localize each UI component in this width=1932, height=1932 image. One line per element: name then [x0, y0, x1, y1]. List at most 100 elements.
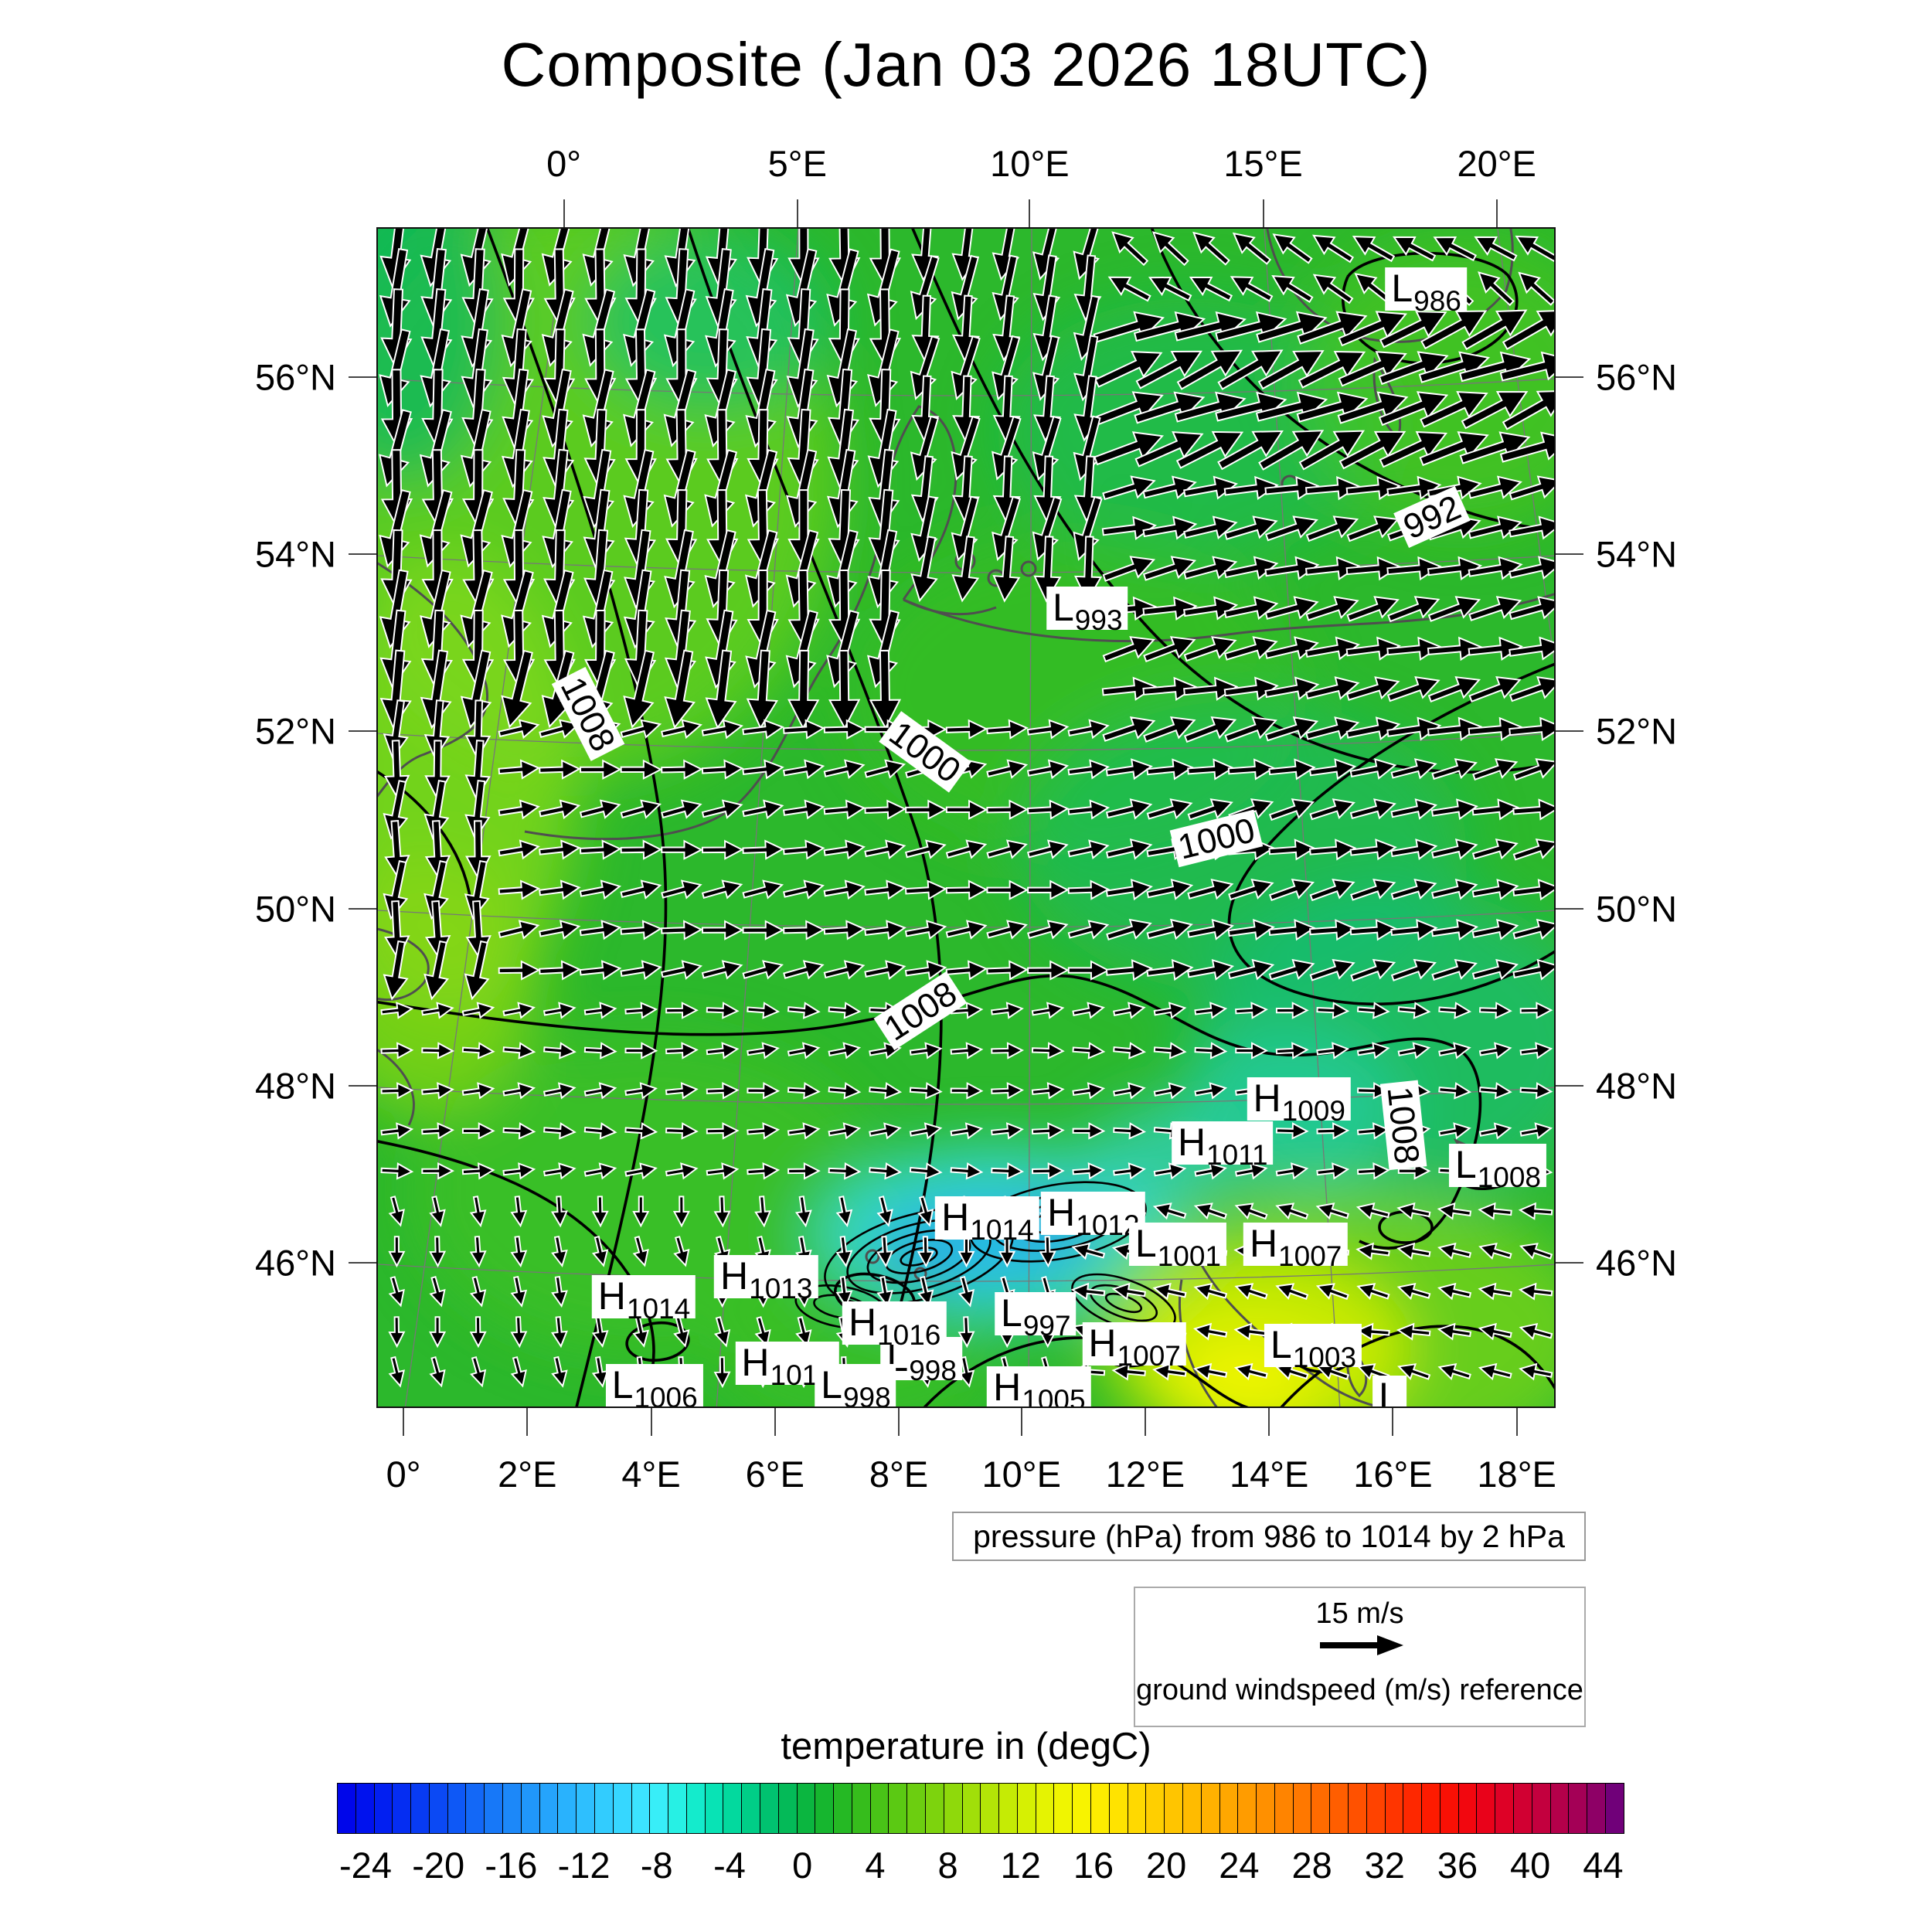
axis-tick-bottom [650, 1408, 652, 1436]
wind-arrow [1234, 1202, 1268, 1220]
axis-label-top: 20°E [1457, 143, 1536, 184]
wind-arrow [917, 1236, 934, 1268]
colorbar-segment [1385, 1784, 1404, 1833]
colorbar-tick-label: -16 [485, 1845, 538, 1886]
wind-arrow [673, 1236, 690, 1267]
wind-arrow [747, 1082, 781, 1100]
wind-arrow [1512, 758, 1554, 781]
wind-arrow [470, 1355, 487, 1388]
colorbar-segment [1257, 1784, 1275, 1833]
wind-arrow [1378, 391, 1449, 427]
wind-arrow [1349, 758, 1397, 780]
colorbar-tick-label: 44 [1583, 1845, 1624, 1886]
wind-arrow [1397, 1162, 1431, 1180]
wind-arrow [992, 536, 1021, 603]
wind-arrow [579, 799, 621, 819]
wind-arrow [383, 699, 409, 760]
colorbar-segment [447, 1784, 467, 1833]
wind-arrow [787, 1162, 821, 1180]
wind-arrow [632, 1236, 649, 1267]
wind-arrow [701, 960, 743, 980]
wind-arrow [1509, 556, 1554, 580]
pressure-center-type: H [993, 1365, 1022, 1408]
wind-arrow [469, 1236, 487, 1268]
wind-arrow [1067, 839, 1110, 859]
wind-arrow [510, 1275, 528, 1308]
isobar-value-label: 992 [1393, 486, 1471, 549]
wind-arrow [1479, 1002, 1512, 1019]
pressure-center-type: L [821, 1362, 842, 1406]
map-label-overlay: 1008 1000 992 1000 1008 1008 L986 L993 H1011 H100… [378, 229, 1554, 1406]
wind-arrow [1427, 596, 1481, 622]
wind-arrow [1518, 1282, 1553, 1301]
wind-arrow [579, 960, 622, 981]
wind-arrow [388, 1276, 405, 1308]
pressure-center-value: 1003 [1292, 1341, 1357, 1373]
wind-arrow [876, 1236, 894, 1268]
wind-arrow [1350, 879, 1396, 901]
wind-arrow [1031, 1042, 1065, 1060]
wind-arrow [624, 1002, 658, 1019]
wind-arrow [661, 879, 702, 900]
pressure-center-value: 1013 [749, 1273, 813, 1305]
wind-arrow [1070, 1282, 1106, 1301]
wind-arrow [945, 960, 988, 981]
wind-arrow [624, 1162, 658, 1180]
wind-arrow [1478, 1122, 1512, 1140]
colorbar-tick-label: 16 [1073, 1845, 1114, 1886]
wind-arrow [429, 1196, 446, 1227]
wind-arrow [461, 1002, 495, 1019]
wind-arrow [1478, 1243, 1512, 1260]
wind-arrow [706, 1082, 740, 1100]
wind-arrow [421, 1122, 455, 1140]
wind-arrow [1437, 1322, 1472, 1341]
wind-arrow [543, 1042, 577, 1060]
wind-arrow [498, 759, 541, 780]
wind-arrow [1258, 430, 1325, 471]
wind-arrow [1194, 1042, 1228, 1060]
wind-arrow [510, 1235, 528, 1268]
wind-arrow [1275, 1122, 1309, 1140]
wind-arrow [1387, 596, 1440, 623]
wind-arrow [1478, 1282, 1512, 1301]
wind-arrow [950, 1002, 984, 1019]
wind-arrow [1420, 391, 1488, 428]
wind-arrow [1111, 1362, 1146, 1381]
pressure-center-value: 1007 [1278, 1240, 1342, 1272]
wind-arrow [1309, 958, 1355, 981]
wind-arrow [579, 839, 622, 860]
axis-label-bottom: 12°E [1105, 1454, 1185, 1495]
pressure-center-type: L [1134, 1221, 1157, 1265]
colorbar-segment [668, 1784, 687, 1833]
wind-arrow [1356, 1283, 1390, 1301]
colorbar-segment [1219, 1784, 1239, 1833]
wind-arrow [1268, 838, 1316, 861]
wind-arrow [498, 920, 540, 940]
wind-arrow [383, 860, 409, 920]
wind-arrow [543, 1122, 577, 1140]
wind-arrow [1217, 430, 1284, 471]
colorbar-segment [1532, 1784, 1551, 1833]
wind-arrow [864, 879, 906, 900]
wind-arrow [986, 920, 1028, 940]
colorbar-tick-label: -8 [640, 1845, 673, 1886]
wind-arrow [1152, 1282, 1187, 1301]
wind-arrow [823, 960, 866, 980]
wind-arrow [869, 1162, 903, 1180]
wind-arrow [421, 1042, 455, 1060]
wind-reference-legend: 15 m/s ground windspeed (m/s) reference [1134, 1587, 1586, 1727]
wind-arrow [1094, 391, 1164, 426]
axis-label-bottom: 8°E [869, 1454, 929, 1495]
wind-arrow [583, 1002, 617, 1019]
axis-tick-top [563, 199, 565, 227]
wind-arrow [1026, 719, 1070, 740]
wind-arrow [945, 719, 988, 740]
wind-arrow [661, 839, 703, 860]
pressure-center-type: H [720, 1254, 749, 1298]
wind-arrow [498, 799, 540, 820]
colorbar-tick-label: 8 [937, 1845, 958, 1886]
wind-arrow [1338, 430, 1406, 470]
wind-arrow [1438, 1082, 1472, 1100]
wind-arrow [1312, 234, 1355, 264]
axis-label-left: 48°N [254, 1065, 336, 1107]
